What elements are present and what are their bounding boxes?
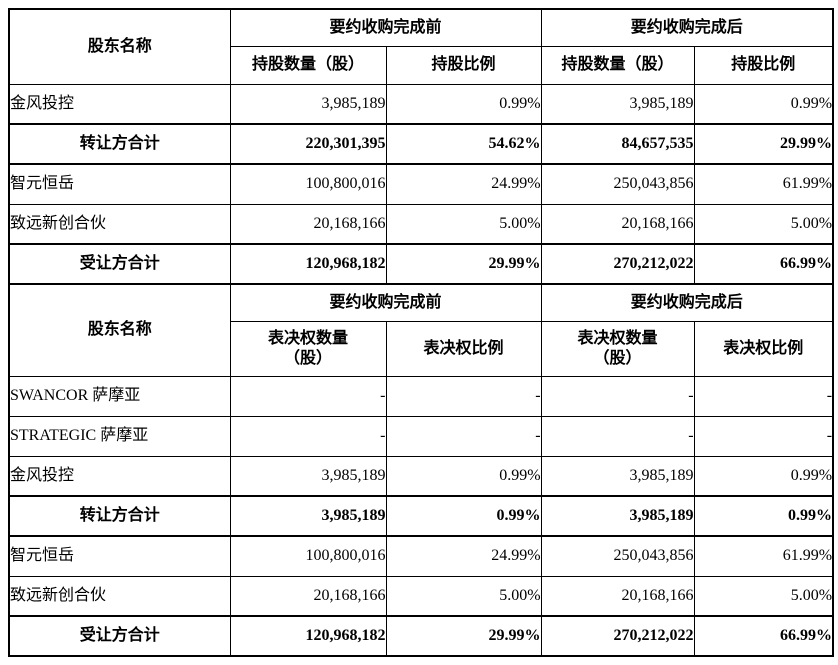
voting-qty-header-line2: （股）: [283, 349, 332, 367]
after-pct-cell: 5.00%: [693, 203, 834, 245]
after-pct-cell: 0.99%: [693, 83, 834, 125]
shareholder-name-cell: STRATEGIC 萨摩亚: [8, 415, 231, 457]
voting-qty-header-line1: 表决权数量: [577, 329, 658, 347]
t2-shareholder-name-header: 股东名称: [8, 283, 231, 377]
t2-sub-header-row: 表决权数量 （股） 表决权比例 表决权数量 （股） 表决权比例: [9, 320, 834, 377]
transferor-total-row: 转让方合计 220,301,395 54.62% 84,657,535 29.9…: [8, 123, 834, 165]
t1-before-shares-qty-header: 持股数量（股）: [229, 45, 387, 85]
table-row: 金风投控 3,985,189 0.99% 3,985,189 0.99%: [8, 455, 834, 497]
after-qty-cell: 270,212,022: [540, 243, 695, 285]
before-qty-cell: 120,968,182: [229, 615, 387, 657]
t2-after-voting-qty-header: 表决权数量 （股）: [540, 320, 695, 377]
shareholder-name-cell: SWANCOR 萨摩亚: [8, 375, 231, 417]
table-row: STRATEGIC 萨摩亚 - - - -: [8, 415, 834, 457]
before-pct-cell: 0.99%: [385, 455, 542, 497]
after-pct-cell: 66.99%: [693, 615, 834, 657]
before-qty-cell: 220,301,395: [229, 123, 387, 165]
after-qty-cell: 250,043,856: [540, 535, 695, 577]
table-row: SWANCOR 萨摩亚 - - - -: [8, 375, 834, 417]
after-pct-cell: 0.99%: [693, 455, 834, 497]
after-pct-cell: 61.99%: [693, 163, 834, 205]
shareholder-name-cell: 致远新创合伙: [8, 203, 231, 245]
before-pct-cell: 24.99%: [385, 535, 542, 577]
after-qty-cell: 20,168,166: [540, 203, 695, 245]
before-qty-cell: 120,968,182: [229, 243, 387, 285]
after-qty-cell: -: [540, 375, 695, 417]
t2-before-voting-qty-header: 表决权数量 （股）: [229, 320, 387, 377]
before-qty-cell: 3,985,189: [229, 455, 387, 497]
before-qty-cell: 3,985,189: [229, 495, 387, 537]
before-qty-cell: -: [229, 375, 387, 417]
table-row: 智元恒岳 100,800,016 24.99% 250,043,856 61.9…: [8, 535, 834, 577]
transferor-total-row: 转让方合计 3,985,189 0.99% 3,985,189 0.99%: [8, 495, 834, 537]
before-pct-cell: -: [385, 375, 542, 417]
t2-before-voting-pct-header: 表决权比例: [385, 320, 542, 377]
transferee-total-row: 受让方合计 120,968,182 29.99% 270,212,022 66.…: [8, 243, 834, 285]
after-qty-cell: 3,985,189: [540, 83, 695, 125]
shareholder-name-cell: 金风投控: [8, 455, 231, 497]
shareholder-name-cell: 致远新创合伙: [8, 575, 231, 617]
before-pct-cell: 5.00%: [385, 203, 542, 245]
before-pct-cell: 0.99%: [385, 83, 542, 125]
shareholder-name-cell: 受让方合计: [8, 615, 231, 657]
t1-before-shares-pct-header: 持股比例: [385, 45, 542, 85]
voting-qty-header-line1: 表决权数量: [267, 329, 348, 347]
shareholding-table: 股东名称 要约收购完成前 要约收购完成后 持股数量（股） 持股比例 持股数量（股…: [8, 8, 835, 657]
after-qty-cell: 250,043,856: [540, 163, 695, 205]
after-pct-cell: 0.99%: [693, 495, 834, 537]
after-pct-cell: -: [693, 375, 834, 417]
before-qty-cell: 100,800,016: [229, 163, 387, 205]
shareholder-name-cell: 受让方合计: [8, 243, 231, 285]
voting-qty-header-line2: （股）: [593, 349, 642, 367]
before-pct-cell: 54.62%: [385, 123, 542, 165]
after-qty-cell: 84,657,535: [540, 123, 695, 165]
before-qty-cell: -: [229, 415, 387, 457]
table-row: 智元恒岳 100,800,016 24.99% 250,043,856 61.9…: [8, 163, 834, 205]
after-qty-cell: -: [540, 415, 695, 457]
t1-before-offer-group-header: 要约收购完成前: [229, 8, 542, 47]
shareholder-name-cell: 金风投控: [8, 83, 231, 125]
t1-after-shares-pct-header: 持股比例: [693, 45, 834, 85]
t1-group-header-row: 股东名称 要约收购完成前 要约收购完成后: [8, 8, 834, 85]
t1-sub-header-row: 持股数量（股） 持股比例 持股数量（股） 持股比例: [9, 45, 834, 85]
t1-after-shares-qty-header: 持股数量（股）: [540, 45, 695, 85]
t2-after-voting-pct-header: 表决权比例: [693, 320, 834, 377]
after-qty-cell: 3,985,189: [540, 455, 695, 497]
table-row: 金风投控 3,985,189 0.99% 3,985,189 0.99%: [8, 83, 834, 125]
after-pct-cell: 61.99%: [693, 535, 834, 577]
t2-before-offer-group-header: 要约收购完成前: [229, 283, 542, 322]
table-row: 致远新创合伙 20,168,166 5.00% 20,168,166 5.00%: [8, 575, 834, 617]
after-qty-cell: 3,985,189: [540, 495, 695, 537]
before-pct-cell: 5.00%: [385, 575, 542, 617]
before-pct-cell: 0.99%: [385, 495, 542, 537]
after-pct-cell: 29.99%: [693, 123, 834, 165]
before-pct-cell: 29.99%: [385, 243, 542, 285]
before-qty-cell: 100,800,016: [229, 535, 387, 577]
after-pct-cell: 66.99%: [693, 243, 834, 285]
t1-shareholder-name-header: 股东名称: [8, 8, 231, 85]
before-qty-cell: 20,168,166: [229, 575, 387, 617]
after-pct-cell: -: [693, 415, 834, 457]
shareholder-name-cell: 转让方合计: [8, 495, 231, 537]
before-qty-cell: 3,985,189: [229, 83, 387, 125]
before-qty-cell: 20,168,166: [229, 203, 387, 245]
shareholder-name-cell: 智元恒岳: [8, 535, 231, 577]
t2-group-header-row: 股东名称 要约收购完成前 要约收购完成后: [8, 283, 834, 377]
transferee-total-row: 受让方合计 120,968,182 29.99% 270,212,022 66.…: [8, 615, 834, 657]
t2-after-offer-group-header: 要约收购完成后: [540, 283, 834, 322]
after-qty-cell: 20,168,166: [540, 575, 695, 617]
before-pct-cell: 29.99%: [385, 615, 542, 657]
after-pct-cell: 5.00%: [693, 575, 834, 617]
table-row: 致远新创合伙 20,168,166 5.00% 20,168,166 5.00%: [8, 203, 834, 245]
t1-after-offer-group-header: 要约收购完成后: [540, 8, 834, 47]
shareholder-name-cell: 转让方合计: [8, 123, 231, 165]
before-pct-cell: 24.99%: [385, 163, 542, 205]
before-pct-cell: -: [385, 415, 542, 457]
after-qty-cell: 270,212,022: [540, 615, 695, 657]
shareholder-name-cell: 智元恒岳: [8, 163, 231, 205]
